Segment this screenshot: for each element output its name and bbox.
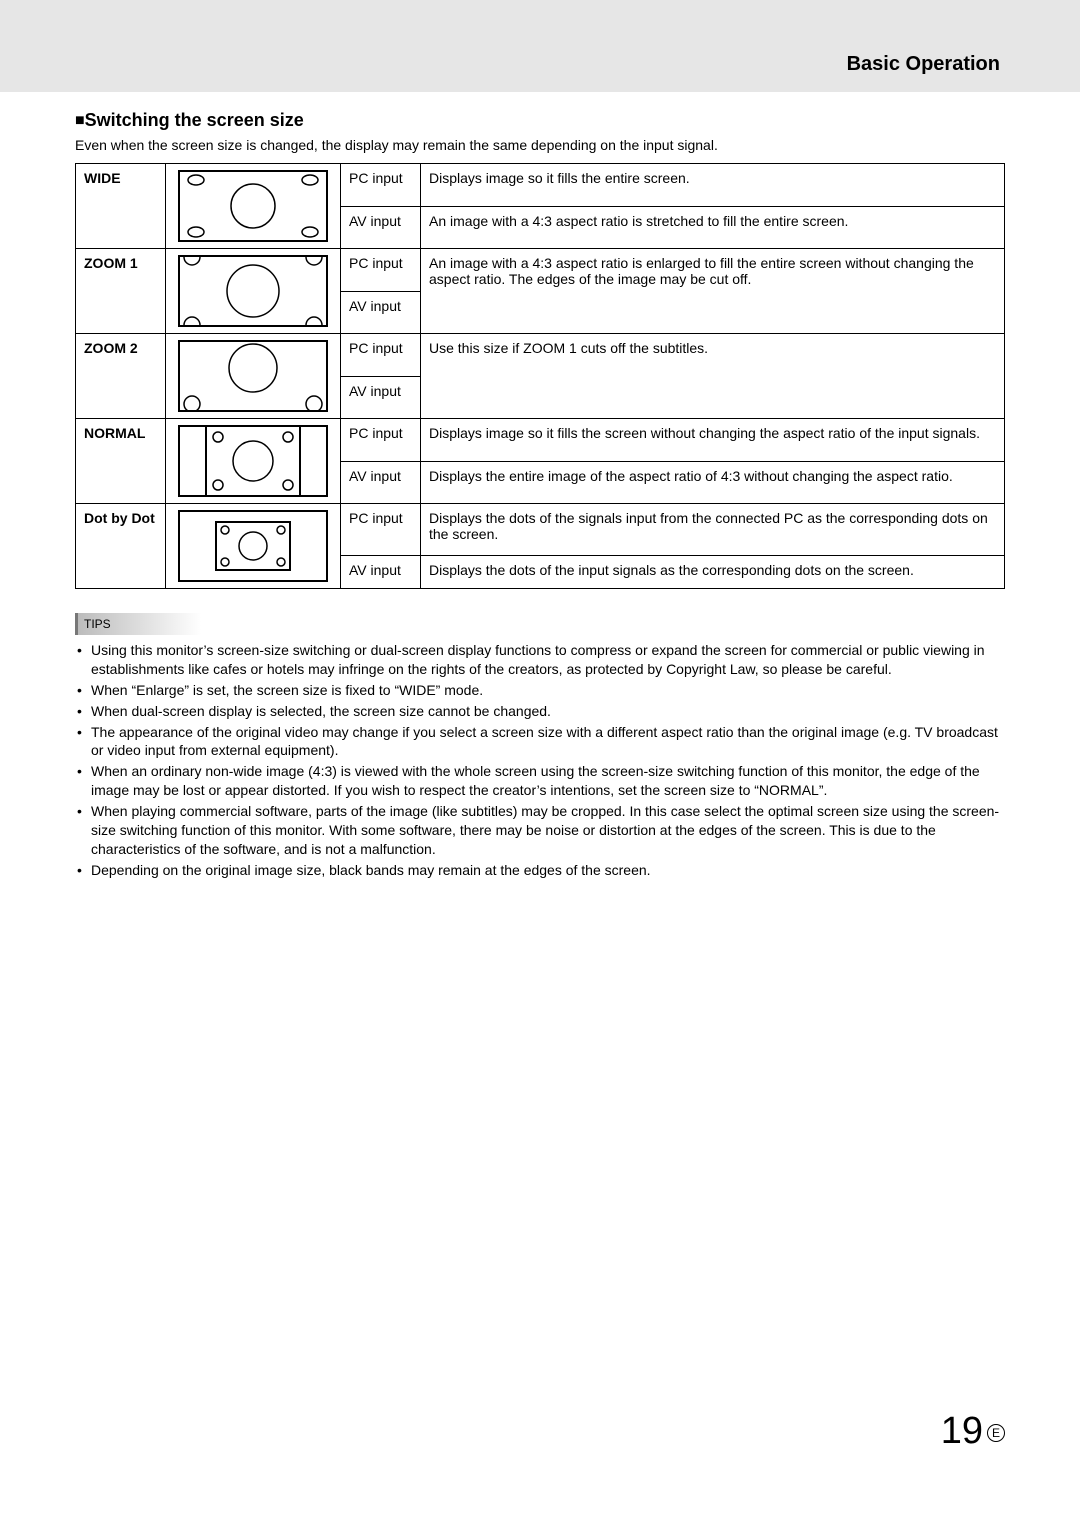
diagram-normal — [166, 419, 341, 504]
list-item: When an ordinary non-wide image (4:3) is… — [75, 762, 1005, 800]
page-number: 19E — [75, 1410, 1005, 1453]
section-title-text: Switching the screen size — [85, 110, 304, 130]
breadcrumb: Basic Operation — [847, 53, 1000, 76]
mode-description: Displays image so it fills the entire sc… — [421, 164, 1005, 207]
page-number-value: 19 — [941, 1410, 983, 1452]
mode-name: NORMAL — [76, 419, 166, 504]
tips-list: Using this monitor’s screen-size switchi… — [75, 641, 1005, 880]
input-type: AV input — [341, 555, 421, 588]
input-type: AV input — [341, 206, 421, 249]
header-band: Basic Operation — [0, 0, 1080, 92]
page-content: ■Switching the screen size Even when the… — [0, 110, 1080, 1493]
table-row: ZOOM 1 PC input A — [76, 249, 1005, 292]
mode-description: An image with a 4:3 aspect ratio is stre… — [421, 206, 1005, 249]
input-type: PC input — [341, 334, 421, 377]
mode-description: Displays the entire image of the aspect … — [421, 461, 1005, 504]
mode-description: Displays the dots of the input signals a… — [421, 555, 1005, 588]
mode-name: Dot by Dot — [76, 504, 166, 589]
input-type: PC input — [341, 164, 421, 207]
input-type: PC input — [341, 249, 421, 292]
table-row: NORMAL PC input Displays image so it fil… — [76, 419, 1005, 462]
mode-description: Use this size if ZOOM 1 cuts off the sub… — [421, 334, 1005, 419]
diagram-zoom1 — [166, 249, 341, 334]
diagram-dotbydot — [166, 504, 341, 589]
list-item: When dual-screen display is selected, th… — [75, 702, 1005, 721]
table-row: WIDE PC input Displays image so it fills… — [76, 164, 1005, 207]
list-item: When “Enlarge” is set, the screen size i… — [75, 681, 1005, 700]
mode-name: ZOOM 1 — [76, 249, 166, 334]
diagram-wide — [166, 164, 341, 249]
input-type: AV input — [341, 376, 421, 419]
input-type: AV input — [341, 461, 421, 504]
list-item: The appearance of the original video may… — [75, 723, 1005, 761]
mode-description: An image with a 4:3 aspect ratio is enla… — [421, 249, 1005, 334]
input-type: AV input — [341, 291, 421, 334]
section-title-prefix-icon: ■ — [75, 112, 85, 129]
list-item: When playing commercial software, parts … — [75, 802, 1005, 859]
input-type: PC input — [341, 419, 421, 462]
mode-name: WIDE — [76, 164, 166, 249]
page-lang-badge: E — [987, 1424, 1005, 1442]
section-title: ■Switching the screen size — [75, 110, 1005, 131]
mode-description: Displays the dots of the signals input f… — [421, 504, 1005, 556]
list-item: Using this monitor’s screen-size switchi… — [75, 641, 1005, 679]
section-intro: Even when the screen size is changed, th… — [75, 137, 1005, 153]
input-type: PC input — [341, 504, 421, 556]
mode-description: Displays image so it fills the screen wi… — [421, 419, 1005, 462]
list-item: Depending on the original image size, bl… — [75, 861, 1005, 880]
tips-label: TIPS — [75, 613, 215, 635]
table-row: Dot by Dot PC input Displays the dots of… — [76, 504, 1005, 556]
screen-size-table: WIDE PC input Displays image so it fills… — [75, 163, 1005, 589]
diagram-zoom2 — [166, 334, 341, 419]
tips-section: TIPS Using this monitor’s screen-size sw… — [75, 613, 1005, 880]
table-row: ZOOM 2 PC input Use this size if ZOOM 1 … — [76, 334, 1005, 377]
mode-name: ZOOM 2 — [76, 334, 166, 419]
